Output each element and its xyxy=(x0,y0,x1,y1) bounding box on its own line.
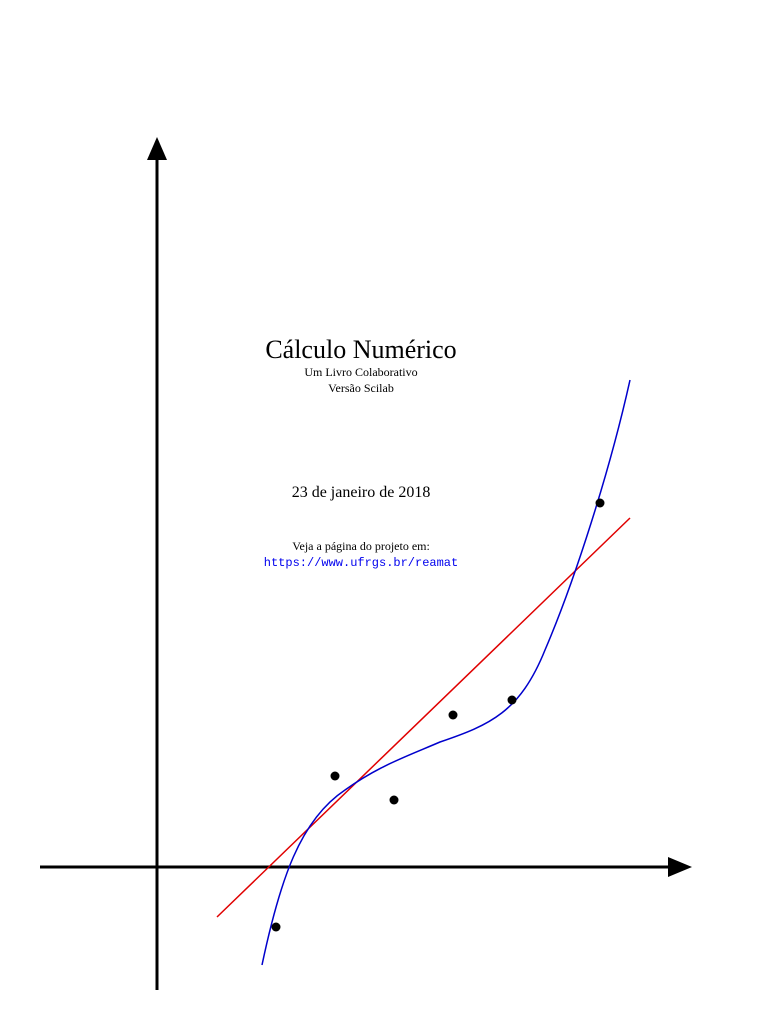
title: Cálculo Numérico xyxy=(265,335,457,364)
point xyxy=(271,922,281,932)
version: Versão Scilab xyxy=(328,381,394,395)
project-text: Veja a página do projeto em: xyxy=(292,539,430,553)
subtitle: Um Livro Colaborativo xyxy=(304,365,418,379)
project-url[interactable]: https://www.ufrgs.br/reamat xyxy=(263,556,459,570)
fit-curve xyxy=(261,379,631,966)
points xyxy=(271,498,605,932)
point xyxy=(448,710,458,720)
point xyxy=(507,695,517,705)
y-axis-arrow xyxy=(147,137,167,160)
point xyxy=(595,498,605,508)
date: 23 de janeiro de 2018 xyxy=(291,484,431,501)
point xyxy=(389,795,399,805)
x-axis-arrow xyxy=(668,857,692,877)
fit-line xyxy=(216,517,631,918)
point xyxy=(330,771,340,781)
